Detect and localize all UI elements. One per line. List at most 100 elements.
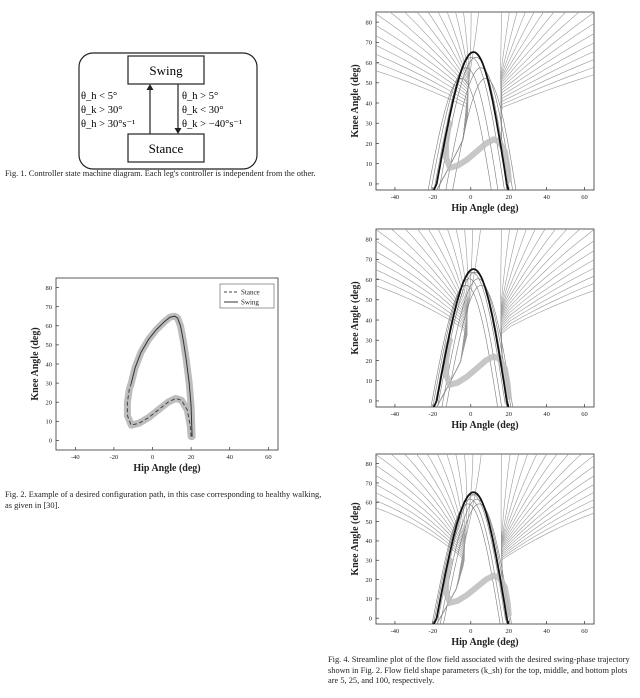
y-tick-label: 80	[366, 236, 373, 243]
x-axis-label: Hip Angle (deg)	[451, 203, 518, 214]
right-condition-3: θ_k > −40°s⁻¹	[182, 119, 242, 130]
y-tick-label: 60	[46, 323, 53, 330]
y-tick-label: 0	[49, 438, 52, 445]
x-axis-label: Hip Angle (deg)	[133, 463, 200, 474]
y-tick-label: 20	[46, 400, 53, 407]
streamlines	[376, 454, 594, 624]
desired-path-band	[443, 557, 512, 618]
x-tick-label: 40	[543, 194, 550, 201]
inner-streamline	[445, 285, 514, 407]
y-axis-label: Knee Angle (deg)	[350, 502, 361, 575]
x-tick-label: 20	[188, 454, 195, 461]
y-axis-label: Knee Angle (deg)	[350, 281, 361, 354]
desired-path-band	[443, 337, 512, 400]
plot-frame	[375, 11, 595, 191]
stance-state-label: Stance	[149, 141, 184, 156]
streamline-plot-middle: -40 -20 0 20 40 60 0 10 20 30 40 50 60 70 80 Hip Angle …	[350, 228, 595, 431]
configuration-path-chart: -40 -20 0 20 40 60 0 10 20 30 40 50 60 70 80 Hip Angle …	[30, 277, 279, 474]
x-tick-label: -40	[391, 628, 400, 635]
x-tick-label: 40	[226, 454, 233, 461]
swing-trajectory	[435, 51, 508, 185]
x-tick-label: 40	[543, 628, 550, 635]
fig4-caption: Fig. 4. Streamline plot of the flow fiel…	[328, 655, 630, 685]
stance-series-line	[126, 382, 192, 437]
x-tick-label: -20	[429, 411, 438, 418]
y-tick-label: 80	[366, 19, 373, 26]
y-tick-label: 20	[366, 358, 373, 365]
plot-frame	[375, 228, 595, 408]
y-tick-label: 80	[366, 461, 373, 468]
x-tick-label: -20	[429, 628, 438, 635]
streamlines	[376, 12, 594, 190]
trajectory-extension-right	[505, 183, 510, 190]
x-tick-label: -20	[110, 454, 119, 461]
x-tick-label: 20	[505, 411, 512, 418]
stance-state-box	[127, 133, 205, 163]
right-condition-2: θ_k < 30°	[182, 105, 223, 116]
y-tick-label: 70	[366, 40, 373, 47]
y-tick-label: 20	[366, 141, 373, 148]
trajectory-extension-right	[505, 400, 510, 407]
trajectory-extension-left	[432, 400, 438, 407]
left-condition-3: θ_h > 30°s⁻¹	[81, 119, 135, 130]
x-tick-label: 0	[151, 454, 154, 461]
y-tick-label: 70	[366, 257, 373, 264]
inner-streamline	[430, 67, 499, 190]
swing-state-box	[127, 55, 205, 85]
streamlines	[376, 229, 594, 407]
trajectory-extension-right	[505, 617, 510, 624]
y-axis-label: Knee Angle (deg)	[350, 64, 361, 137]
inner-streamline	[445, 67, 513, 190]
y-tick-label: 70	[366, 480, 373, 487]
legend-box	[219, 283, 275, 309]
y-tick-label: 0	[369, 181, 372, 188]
y-tick-label: 40	[46, 361, 53, 368]
trajectory-extension-left	[432, 617, 438, 624]
y-tick-label: 50	[46, 342, 53, 349]
x-tick-label: 0	[469, 194, 472, 201]
inner-streamline	[443, 503, 512, 624]
inner-streamline	[440, 498, 511, 624]
y-tick-label: 20	[366, 577, 373, 584]
y-tick-label: 10	[366, 161, 373, 168]
x-tick-label: -40	[391, 194, 400, 201]
y-tick-label: 30	[366, 338, 373, 345]
y-tick-label: 50	[366, 519, 373, 526]
legend-swing-label: Swing	[241, 299, 259, 307]
streamline-plot-bottom: -40 -20 0 20 40 60 0 10 20 30 40 50 60 70 80 Hip Angle …	[350, 453, 595, 648]
state-machine-diagram: Swing Stance θ_h < 5° θ_k > 30° θ_h > 30…	[78, 52, 258, 170]
y-tick-label: 40	[366, 317, 373, 324]
x-tick-label: 0	[469, 411, 472, 418]
y-tick-label: 60	[366, 500, 373, 507]
streamline-plot-top: -40 -20 0 20 40 60 0 10 20 30 40 50 60 70 80 Hip Angle …	[350, 11, 595, 214]
y-tick-label: 70	[46, 304, 53, 311]
y-tick-label: 80	[46, 285, 53, 292]
legend-stance-label: Stance	[241, 289, 260, 297]
x-tick-label: 60	[581, 411, 588, 418]
y-tick-label: 30	[366, 558, 373, 565]
fig1-caption: Fig. 1. Controller state machine diagram…	[5, 169, 316, 178]
y-tick-label: 30	[366, 121, 373, 128]
fig2-caption: Fig. 2. Example of a desired configurati…	[5, 490, 322, 510]
inner-streamline	[430, 285, 498, 407]
inner-streamline	[432, 278, 503, 407]
x-tick-label: 60	[265, 454, 272, 461]
plot-frame	[375, 453, 595, 625]
y-tick-label: 40	[366, 100, 373, 107]
x-tick-label: -20	[429, 194, 438, 201]
y-tick-label: 0	[369, 616, 372, 623]
x-tick-label: 40	[543, 411, 550, 418]
y-tick-label: 50	[366, 297, 373, 304]
y-tick-label: 10	[366, 596, 373, 603]
x-tick-label: 60	[581, 628, 588, 635]
x-tick-label: 0	[469, 628, 472, 635]
x-tick-label: 20	[505, 194, 512, 201]
y-tick-label: 40	[366, 538, 373, 545]
y-tick-label: 60	[366, 277, 373, 284]
y-tick-label: 10	[46, 419, 53, 426]
y-axis-label: Knee Angle (deg)	[30, 327, 41, 400]
y-tick-label: 0	[369, 398, 372, 405]
y-tick-label: 30	[46, 380, 53, 387]
x-axis-label: Hip Angle (deg)	[451, 420, 518, 431]
x-tick-label: 20	[505, 628, 512, 635]
